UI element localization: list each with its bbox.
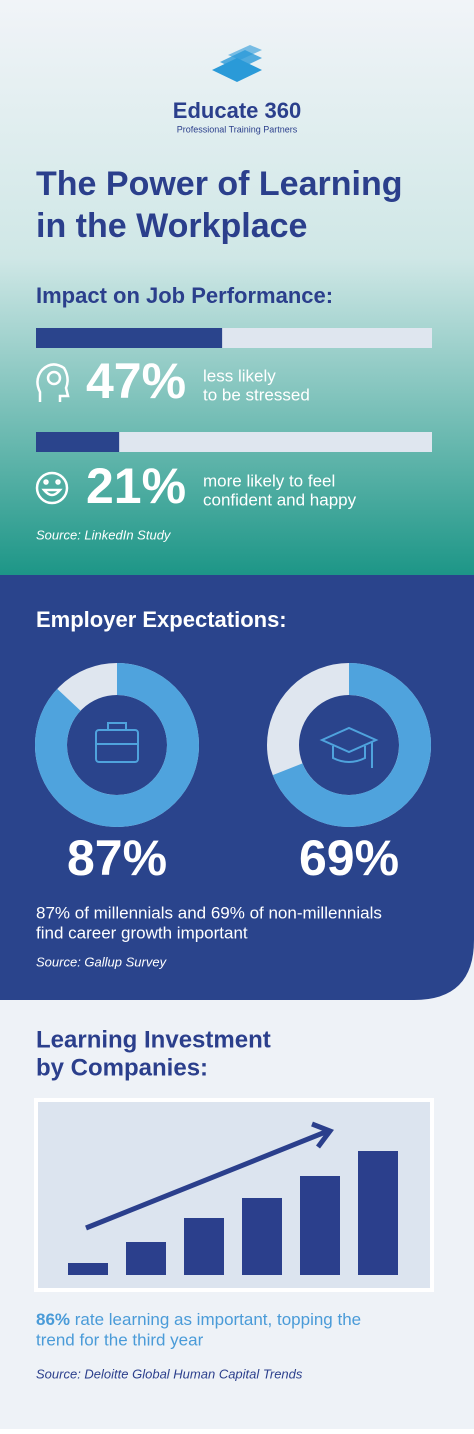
- description: rate learning as important, topping the: [75, 1310, 361, 1329]
- description: 87% of millennials and 69% of non-millen…: [36, 903, 382, 922]
- logo: [212, 45, 262, 82]
- source: Source: Gallup Survey: [36, 954, 168, 969]
- source: Source: Deloitte Global Human Capital Tr…: [36, 1366, 303, 1381]
- stat-text: more likely to feel: [203, 471, 335, 490]
- stat-text: confident and happy: [203, 490, 357, 509]
- heading: Impact on Job Performance:: [36, 283, 333, 308]
- trend-bars: [68, 1151, 398, 1275]
- description: find career growth important: [36, 923, 248, 942]
- heading: Learning Investment: [36, 1026, 271, 1053]
- stat-value: 87%: [67, 830, 167, 886]
- tagline: Professional Training Partners: [177, 124, 298, 134]
- stat-text: less likely: [203, 366, 276, 385]
- brain-icon: [36, 363, 70, 402]
- trend-arrow: [85, 1121, 334, 1231]
- cap-icon: [319, 726, 379, 768]
- description: trend for the third year: [36, 1330, 204, 1349]
- progress-bar: [36, 328, 223, 348]
- briefcase-icon: [95, 722, 139, 763]
- title: in the Workplace: [36, 207, 307, 245]
- stat-value: 47%: [86, 353, 186, 409]
- brand: Educate 360: [173, 98, 301, 123]
- heading: Employer Expectations:: [36, 607, 287, 632]
- heading: by Companies:: [36, 1054, 208, 1081]
- donut-arc: [272, 663, 431, 827]
- source: Source: LinkedIn Study: [36, 527, 172, 542]
- donut-arc: [35, 663, 199, 827]
- progress-track: [36, 432, 432, 452]
- top-section: [0, 0, 474, 575]
- stat-value: 69%: [299, 830, 399, 886]
- stat-text: to be stressed: [203, 385, 310, 404]
- highlight: 86%: [36, 1310, 70, 1329]
- progress-bar: [36, 432, 120, 452]
- stat-value: 21%: [86, 458, 186, 514]
- smile-icon: [35, 471, 69, 505]
- title: The Power of Learning: [36, 165, 402, 203]
- highlight-line: 86% rate learning as important, topping …: [36, 1310, 361, 1329]
